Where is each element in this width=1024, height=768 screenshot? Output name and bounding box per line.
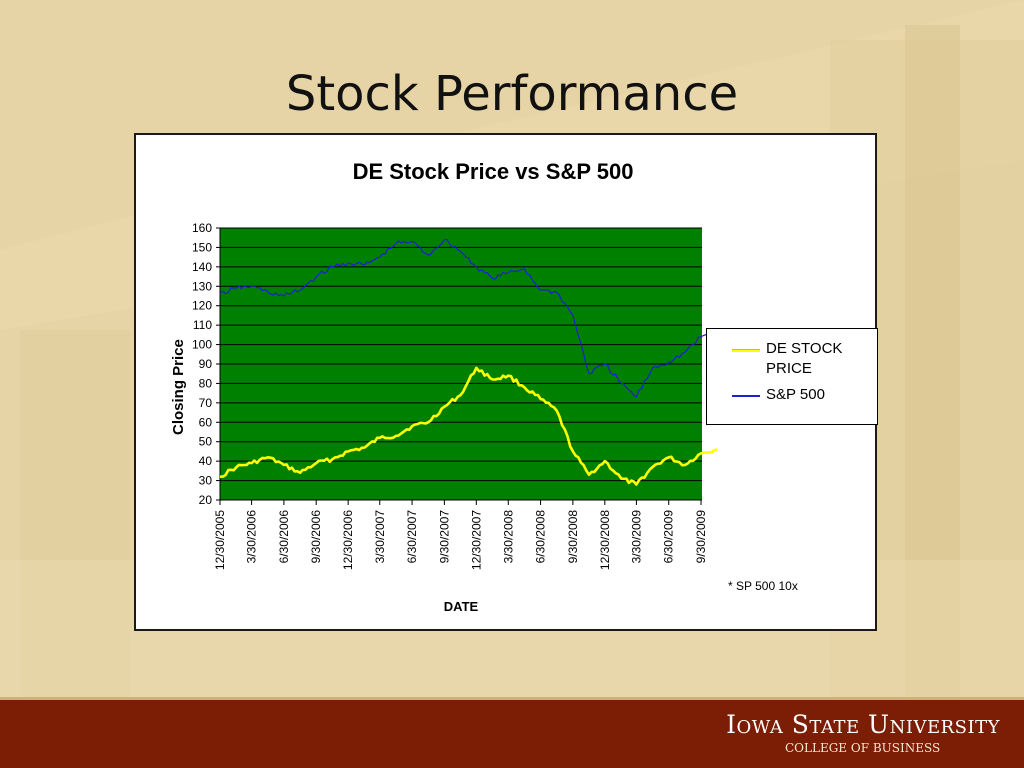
- x-tick-label: 6/30/2007: [405, 510, 419, 564]
- x-axis-ticks: 12/30/2005 3/30/2006 6/30/2006 9/30/2006 12/…: [213, 500, 708, 570]
- college-name: COLLEGE OF BUSINESS: [785, 741, 941, 755]
- legend-item-de: DE STOCK PRICE: [707, 339, 877, 383]
- legend-swatch-sp: [732, 395, 760, 397]
- chart-footnote: * SP 500 10x: [728, 579, 798, 593]
- y-tick-label: 50: [199, 435, 213, 449]
- x-tick-label: 3/30/2006: [245, 510, 259, 564]
- x-tick-label: 9/30/2007: [437, 510, 451, 564]
- y-tick-label: 80: [199, 376, 213, 390]
- chart-legend: DE STOCK PRICE S&P 500: [706, 328, 878, 425]
- x-tick-label: 3/30/2009: [629, 510, 643, 564]
- x-tick-label: 12/30/2005: [213, 510, 227, 570]
- y-tick-label: 30: [199, 474, 213, 488]
- footer-bar: [0, 700, 1024, 768]
- slide-title: Stock Performance: [285, 66, 739, 122]
- legend-label-de: DE STOCK PRICE: [766, 340, 843, 377]
- footer-divider: [0, 697, 1024, 700]
- y-tick-label: 100: [192, 338, 212, 352]
- y-tick-label: 140: [192, 260, 212, 274]
- y-tick-label: 90: [199, 357, 213, 371]
- y-axis-label: Closing Price: [170, 339, 187, 435]
- legend-swatch-de: [732, 349, 760, 352]
- x-axis-label: DATE: [443, 599, 479, 614]
- y-tick-label: 130: [192, 279, 212, 293]
- chart-container: 20 30 40 50 60 70 80 90 100 110 120 130 140 150 160 12…: [134, 133, 878, 631]
- y-tick-label: 60: [199, 415, 213, 429]
- x-tick-label: 12/30/2006: [341, 510, 355, 570]
- x-tick-label: 3/30/2008: [501, 510, 515, 564]
- x-tick-label: 9/30/2008: [566, 510, 580, 564]
- y-tick-label: 20: [199, 493, 213, 507]
- legend-item-sp: S&P 500: [707, 385, 877, 407]
- series-line-sp500: [219, 239, 718, 398]
- x-tick-label: 3/30/2007: [373, 510, 387, 564]
- chart-canvas: 20 30 40 50 60 70 80 90 100 110 120 130 140 150 160 12…: [192, 221, 718, 570]
- y-axis-ticks: 20 30 40 50 60 70 80 90 100 110 120 130 140 150 160: [192, 221, 702, 507]
- y-tick-label: 40: [199, 454, 213, 468]
- y-tick-label: 160: [192, 221, 212, 235]
- x-tick-label: 6/30/2008: [534, 510, 548, 564]
- series-line-de-stock: [219, 366, 718, 486]
- y-tick-label: 150: [192, 240, 212, 254]
- chart-title: DE Stock Price vs S&P 500: [352, 159, 634, 184]
- x-tick-label: 6/30/2006: [277, 510, 291, 564]
- university-logo-text: Iowa State University: [726, 710, 1000, 739]
- x-tick-label: 12/30/2008: [598, 510, 612, 570]
- x-tick-label: 9/30/2009: [694, 510, 708, 564]
- y-tick-label: 120: [192, 299, 212, 313]
- x-tick-label: 6/30/2009: [662, 510, 676, 564]
- series-lines: [219, 239, 718, 486]
- y-tick-label: 110: [193, 318, 212, 332]
- x-tick-label: 12/30/2007: [469, 510, 483, 570]
- x-tick-label: 9/30/2006: [309, 510, 323, 564]
- y-tick-label: 70: [199, 396, 213, 410]
- legend-label-sp: S&P 500: [766, 386, 825, 403]
